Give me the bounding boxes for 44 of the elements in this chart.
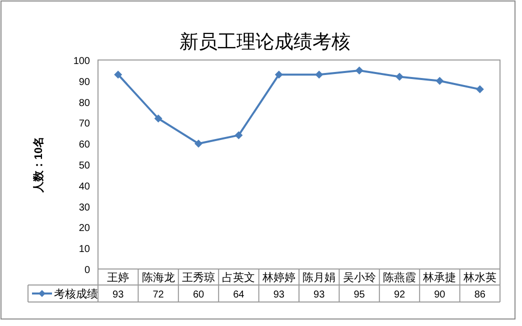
data-label: 93: [112, 290, 124, 300]
x-tick-label: 林承捷: [422, 271, 456, 284]
y-tick-label: 70: [78, 118, 90, 130]
data-label: 93: [314, 290, 326, 300]
data-label: 93: [273, 290, 285, 300]
x-tick-label: 王婷: [107, 272, 130, 284]
data-label: 86: [474, 290, 486, 300]
point: [476, 85, 484, 94]
y-tick-label: 60: [78, 140, 90, 151]
x-tick-label: 陈海龙: [142, 271, 175, 284]
x-tick-label: 吴小玲: [342, 271, 376, 284]
point: [234, 131, 243, 140]
point: [154, 114, 162, 123]
data-label: 90: [434, 290, 446, 300]
x-tick-label: 林婷婷: [261, 271, 296, 284]
x-tick-label: 林水英: [462, 271, 496, 284]
y-tick-label: 10: [78, 244, 90, 256]
y-tick-label: 30: [78, 202, 90, 214]
data-label: 92: [394, 290, 406, 300]
y-axis-title: 人数：10名: [32, 136, 45, 194]
x-tick-label: 陈燕霞: [383, 271, 416, 284]
legend-label: 考核成绩: [54, 288, 98, 300]
y-tick-label: 80: [78, 98, 90, 109]
y-tick-label: 100: [73, 56, 90, 67]
data-label: 72: [152, 290, 164, 300]
y-tick-label: 90: [78, 76, 90, 88]
point: [436, 76, 444, 85]
point: [274, 70, 283, 79]
point: [194, 140, 202, 148]
x-tick-label: 陈月娟: [302, 272, 336, 284]
data-label: 64: [233, 290, 245, 300]
chart-title: 新员工理论成绩考核: [180, 31, 350, 53]
y-tick-label: 40: [78, 181, 90, 192]
point: [396, 72, 404, 81]
point: [315, 70, 324, 79]
data-label: 60: [192, 290, 204, 300]
x-tick-label: 占英文: [222, 271, 256, 284]
y-tick-label: 50: [78, 160, 90, 172]
x-tick-label: 王秀琼: [182, 271, 215, 284]
y-tick-label: 20: [78, 223, 90, 234]
data-label: 95: [354, 290, 366, 300]
point: [114, 70, 122, 79]
y-tick-label: 0: [84, 265, 90, 276]
point: [355, 66, 364, 74]
